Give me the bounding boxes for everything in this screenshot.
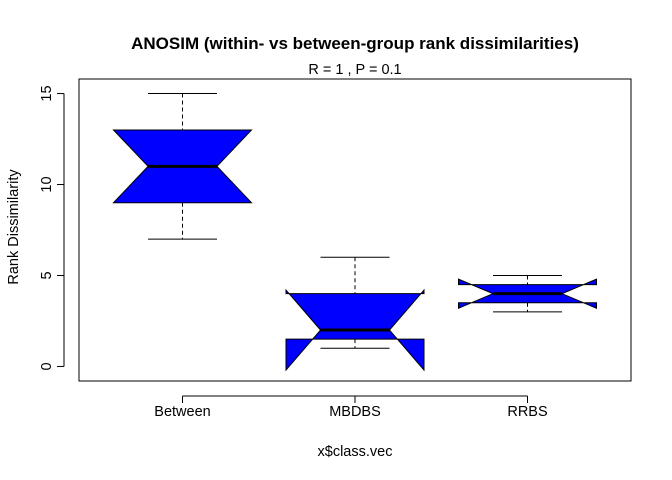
y-tick-label: 5 (39, 271, 55, 279)
y-tick-label: 15 (39, 85, 55, 101)
x-tick-label: Between (154, 404, 210, 420)
y-axis: 0 5 10 15 (39, 85, 65, 370)
plot-frame (78, 78, 632, 382)
y-tick-label: 10 (39, 176, 55, 192)
chart-subtitle: R = 1 , P = 0.1 (308, 62, 401, 78)
x-tick-label: MBDBS (329, 404, 381, 420)
boxes (112, 93, 597, 372)
x-axis-label: x$class.vec (318, 444, 393, 460)
y-tick-label: 0 (39, 362, 55, 370)
box-rrbs (458, 274, 597, 313)
x-tick-label: RRBS (507, 404, 547, 420)
y-axis-label: Rank Dissimilarity (6, 169, 22, 285)
box-between (112, 93, 253, 240)
box-mbdbs (285, 256, 425, 372)
chart-title: ANOSIM (within- vs between-group rank di… (131, 34, 579, 53)
x-axis: Between MBDBS RRBS (154, 395, 548, 420)
